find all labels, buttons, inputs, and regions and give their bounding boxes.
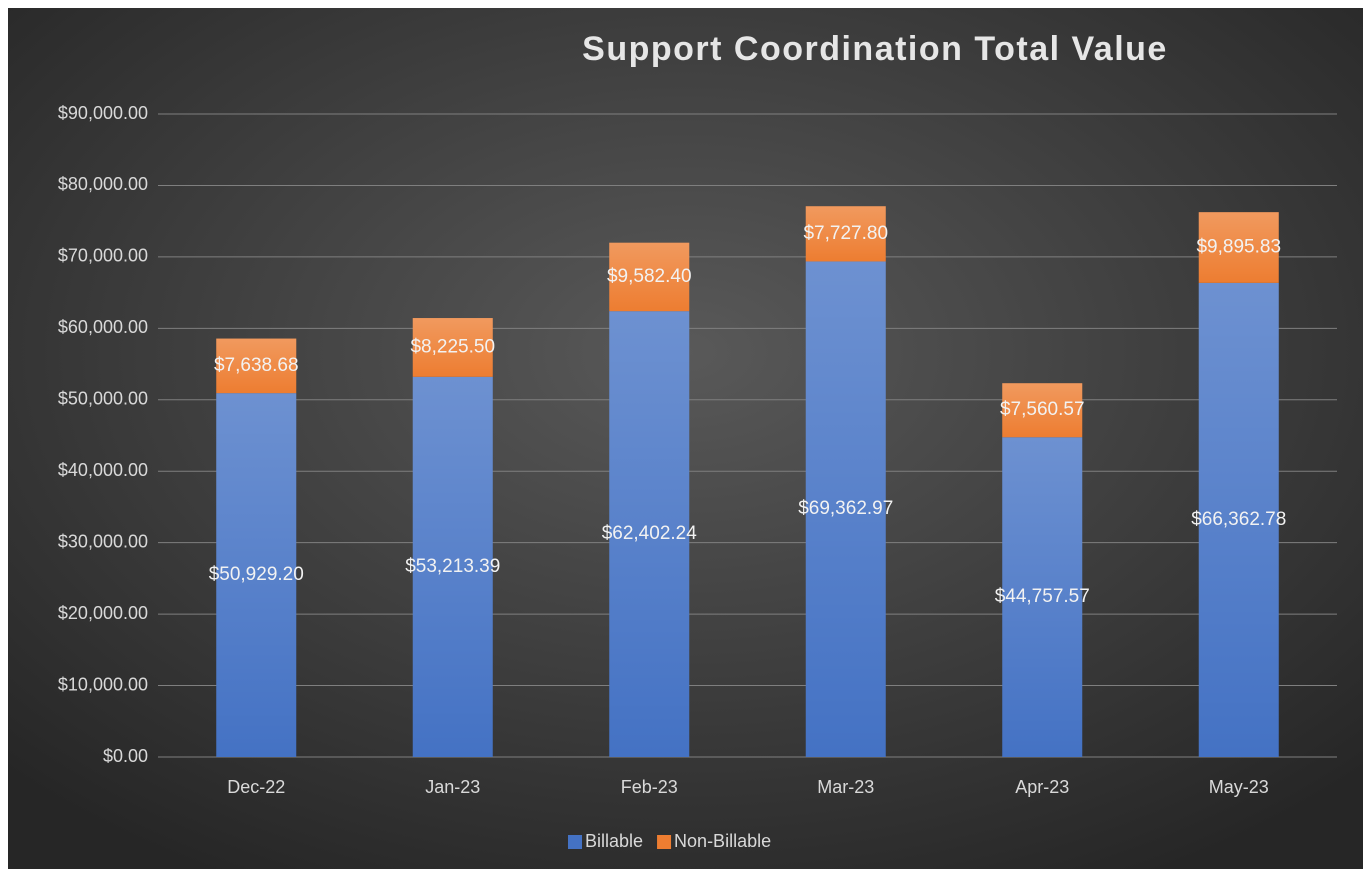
y-tick-label: $70,000.00 — [58, 246, 148, 266]
data-label: $7,727.80 — [803, 223, 888, 244]
bar-sheen — [412, 376, 493, 757]
y-tick-label: $20,000.00 — [58, 603, 148, 623]
x-tick-label: Dec-22 — [227, 777, 285, 797]
x-tick-label: Feb-23 — [621, 777, 678, 797]
x-tick-label: Mar-23 — [817, 777, 874, 797]
data-label: $7,638.68 — [214, 355, 299, 376]
data-label: $8,225.50 — [410, 336, 495, 357]
y-tick-label: $30,000.00 — [58, 531, 148, 551]
legend-label: Billable — [585, 831, 643, 851]
x-tick-label: Jan-23 — [425, 777, 480, 797]
y-tick-label: $80,000.00 — [58, 174, 148, 194]
legend-swatch — [657, 835, 672, 849]
data-label: $62,402.24 — [602, 523, 698, 544]
data-label: $44,757.57 — [995, 586, 1090, 607]
data-label: $69,362.97 — [798, 498, 893, 519]
data-label: $9,582.40 — [607, 266, 692, 287]
bar-sheen — [1002, 383, 1083, 438]
bar-sheen — [216, 393, 297, 757]
data-label: $9,895.83 — [1196, 237, 1281, 258]
data-label: $66,362.78 — [1191, 509, 1286, 530]
bar-sheen — [1002, 437, 1083, 757]
bar-sheen — [1198, 212, 1279, 283]
y-tick-label: $10,000.00 — [58, 674, 148, 694]
data-label: $7,560.57 — [1000, 399, 1085, 420]
y-tick-label: $0.00 — [103, 746, 148, 766]
chart-title: Support Coordination Total Value — [582, 30, 1168, 68]
bar-sheen — [1198, 282, 1279, 757]
bar-sheen — [609, 242, 690, 312]
y-tick-label: $40,000.00 — [58, 460, 148, 480]
y-tick-label: $60,000.00 — [58, 317, 148, 337]
bar-sheen — [412, 318, 493, 377]
bar-sheen — [805, 206, 886, 262]
y-tick-label: $90,000.00 — [58, 103, 148, 123]
bar-sheen — [805, 261, 886, 757]
x-tick-label: May-23 — [1209, 777, 1269, 797]
y-tick-label: $50,000.00 — [58, 389, 148, 409]
legend-swatch — [568, 835, 582, 849]
legend-label: Non-Billable — [674, 831, 771, 851]
x-tick-label: Apr-23 — [1015, 777, 1069, 797]
data-label: $53,213.39 — [405, 556, 500, 577]
bar-sheen — [216, 338, 297, 394]
data-label: $50,929.20 — [209, 564, 304, 585]
bar-sheen — [609, 311, 690, 757]
